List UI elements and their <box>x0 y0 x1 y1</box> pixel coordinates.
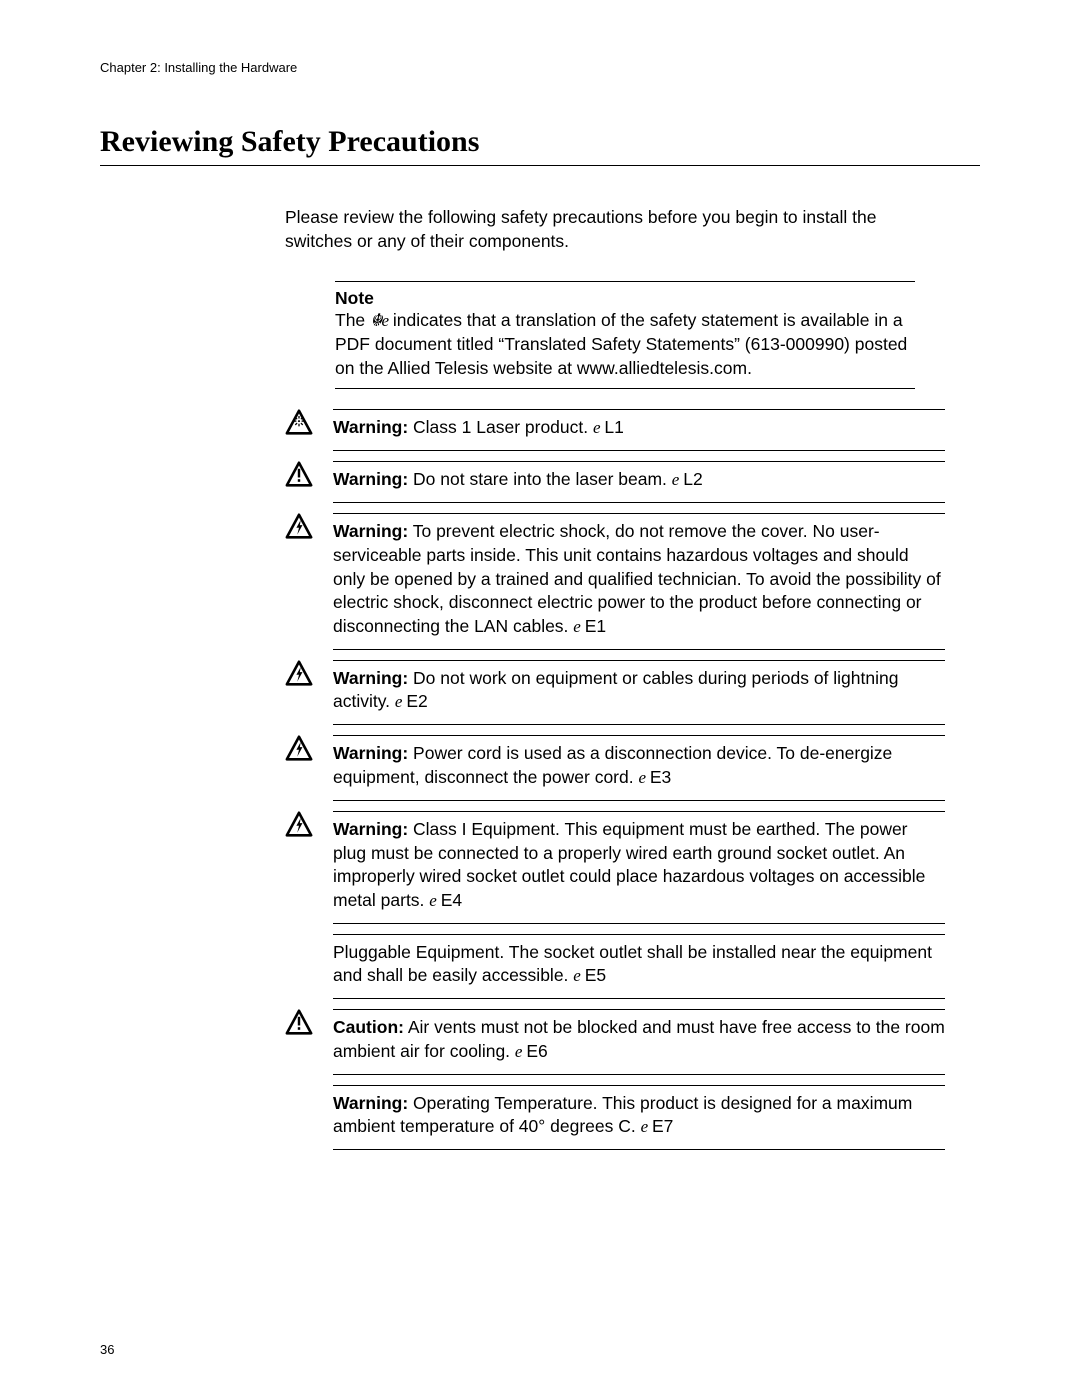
warning-electric-icon <box>285 811 315 837</box>
page: Chapter 2: Installing the Hardware Revie… <box>0 0 1080 1397</box>
warnings-list: Warning: Class 1 Laser product. e L1 War… <box>285 409 945 1150</box>
warning-ref: E1 <box>580 616 606 636</box>
warning-ref: E3 <box>645 767 671 787</box>
warning-text-col: Warning: To prevent electric shock, do n… <box>333 513 945 649</box>
warning-row: Pluggable Equipment. The socket outlet s… <box>285 934 945 1000</box>
warning-text: Warning: Power cord is used as a disconn… <box>333 742 945 790</box>
warning-row: Warning: Power cord is used as a disconn… <box>285 735 945 801</box>
hr <box>333 1149 945 1150</box>
warning-body: Operating Temperature. This product is d… <box>333 1093 912 1137</box>
warning-generic-icon <box>285 1009 315 1035</box>
warning-label: Warning: <box>333 417 408 437</box>
note-body: The ☬︎e indicates that a translation of … <box>335 309 915 380</box>
hr <box>333 934 945 935</box>
warning-label: Warning: <box>333 1093 408 1113</box>
warning-text-col: Pluggable Equipment. The socket outlet s… <box>333 934 945 1000</box>
warning-text: Warning: Do not work on equipment or cab… <box>333 667 945 715</box>
warning-body: Class 1 Laser product. <box>408 417 593 437</box>
chapter-header: Chapter 2: Installing the Hardware <box>100 60 980 75</box>
warning-row: Caution: Air vents must not be blocked a… <box>285 1009 945 1075</box>
hr <box>333 513 945 514</box>
hr <box>333 660 945 661</box>
warning-label: Warning: <box>333 819 408 839</box>
note-block: Note The ☬︎e indicates that a translatio… <box>335 281 915 389</box>
content-column: Please review the following safety preca… <box>285 206 945 1150</box>
warning-body: Class I Equipment. This equipment must b… <box>333 819 925 910</box>
warning-electric-icon <box>285 513 315 539</box>
hr <box>335 388 915 389</box>
hr <box>333 998 945 999</box>
hr <box>333 735 945 736</box>
warning-ref: E2 <box>401 691 427 711</box>
hr <box>333 923 945 924</box>
warning-label: Warning: <box>333 521 408 541</box>
warning-text: Pluggable Equipment. The socket outlet s… <box>333 941 945 989</box>
warning-text-col: Warning: Class 1 Laser product. e L1 <box>333 409 945 451</box>
warning-laser-icon <box>285 409 315 435</box>
warning-row: Warning: To prevent electric shock, do n… <box>285 513 945 649</box>
warning-text-col: Warning: Class I Equipment. This equipme… <box>333 811 945 924</box>
warning-text: Warning: Class I Equipment. This equipme… <box>333 818 945 913</box>
hr <box>333 409 945 410</box>
section-title: Reviewing Safety Precautions <box>100 125 980 166</box>
intro-paragraph: Please review the following safety preca… <box>285 206 945 253</box>
warning-text-col: Warning: Do not stare into the laser bea… <box>333 461 945 503</box>
hr <box>333 461 945 462</box>
warning-text: Warning: To prevent electric shock, do n… <box>333 520 945 638</box>
warning-label: Warning: <box>333 469 408 489</box>
hr <box>333 1009 945 1010</box>
warning-body: Do not stare into the laser beam. <box>408 469 672 489</box>
warning-ref: E5 <box>580 965 606 985</box>
hr <box>333 450 945 451</box>
hr <box>333 811 945 812</box>
hr <box>335 281 915 282</box>
warning-generic-icon <box>285 461 315 487</box>
warning-ref: L1 <box>600 417 624 437</box>
note-body-pre: The <box>335 310 370 330</box>
warning-text-col: Warning: Operating Temperature. This pro… <box>333 1085 945 1151</box>
warning-label: Warning: <box>333 668 408 688</box>
warning-body: To prevent electric shock, do not remove… <box>333 521 941 636</box>
warning-row: Warning: Do not stare into the laser bea… <box>285 461 945 503</box>
page-number: 36 <box>100 1342 114 1357</box>
warning-body: Power cord is used as a disconnection de… <box>333 743 892 787</box>
hr <box>333 1085 945 1086</box>
warning-text: Warning: Do not stare into the laser bea… <box>333 468 945 492</box>
hr <box>333 800 945 801</box>
warning-label: Caution: <box>333 1017 404 1037</box>
warning-electric-icon <box>285 735 315 761</box>
warning-row: Warning: Class 1 Laser product. e L1 <box>285 409 945 451</box>
warning-row: Warning: Do not work on equipment or cab… <box>285 660 945 726</box>
note-title: Note <box>335 288 915 309</box>
warning-electric-icon <box>285 660 315 686</box>
warning-text: Warning: Operating Temperature. This pro… <box>333 1092 945 1140</box>
warning-ref: E4 <box>436 890 462 910</box>
warning-ref: E7 <box>647 1116 673 1136</box>
warning-text: Caution: Air vents must not be blocked a… <box>333 1016 945 1064</box>
warning-body: Air vents must not be blocked and must h… <box>333 1017 945 1061</box>
hr <box>333 649 945 650</box>
note-body-post: indicates that a translation of the safe… <box>335 310 907 378</box>
warning-body: Pluggable Equipment. The socket outlet s… <box>333 942 932 986</box>
warning-label: Warning: <box>333 743 408 763</box>
warning-row: Warning: Class I Equipment. This equipme… <box>285 811 945 924</box>
warning-text: Warning: Class 1 Laser product. e L1 <box>333 416 945 440</box>
warning-ref: E6 <box>521 1041 547 1061</box>
warning-row: Warning: Operating Temperature. This pro… <box>285 1085 945 1151</box>
warning-text-col: Warning: Do not work on equipment or cab… <box>333 660 945 726</box>
hr <box>333 1074 945 1075</box>
hr <box>333 724 945 725</box>
warning-ref: L2 <box>678 469 702 489</box>
hr <box>333 502 945 503</box>
warning-text-col: Warning: Power cord is used as a disconn… <box>333 735 945 801</box>
warning-text-col: Caution: Air vents must not be blocked a… <box>333 1009 945 1075</box>
reference-glyph-icon: ☬︎ <box>370 310 381 330</box>
